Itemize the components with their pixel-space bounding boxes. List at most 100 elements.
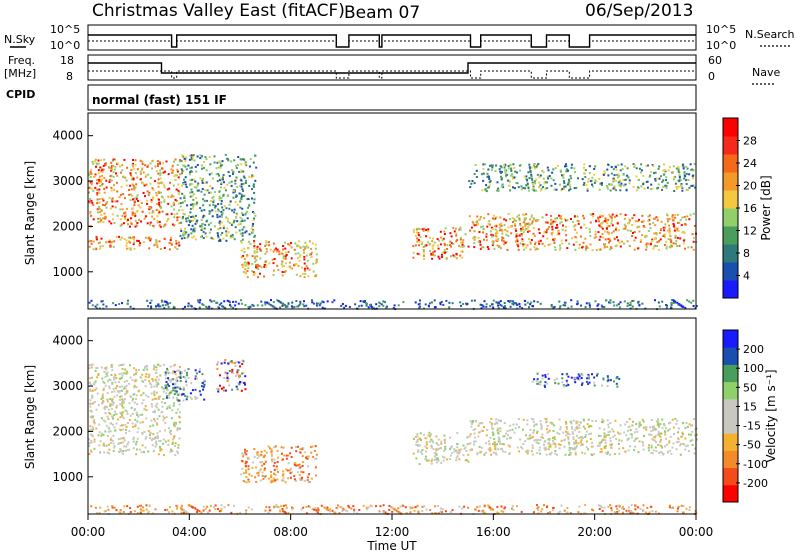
scatter-point xyxy=(93,440,96,443)
scatter-point xyxy=(202,214,205,217)
scatter-point xyxy=(120,441,123,444)
scatter-point xyxy=(139,508,142,511)
scatter-point xyxy=(136,437,139,440)
scatter-point xyxy=(485,442,488,445)
scatter-point xyxy=(478,218,480,221)
scatter-point xyxy=(423,258,426,260)
scatter-point xyxy=(583,182,586,184)
scatter-point xyxy=(319,302,322,305)
scatter-point xyxy=(570,422,573,425)
scatter-point xyxy=(159,181,162,184)
scatter-point xyxy=(497,301,500,304)
scatter-point xyxy=(544,381,547,384)
scatter-point xyxy=(413,509,416,512)
scatter-point xyxy=(631,424,634,427)
scatter-point xyxy=(208,191,211,194)
scatter-point xyxy=(543,230,546,233)
scatter-point xyxy=(88,173,91,176)
scatter-point xyxy=(525,213,528,216)
scatter-point xyxy=(145,508,148,511)
scatter-point xyxy=(180,237,183,240)
scatter-point xyxy=(627,222,629,225)
scatter-point xyxy=(484,163,487,166)
scatter-point xyxy=(172,184,175,187)
scatter-point xyxy=(158,398,161,400)
scatter-point xyxy=(516,446,519,449)
scatter-point xyxy=(166,406,169,409)
scatter-point xyxy=(643,427,646,430)
scatter-point xyxy=(431,240,434,243)
scatter-point xyxy=(617,181,620,184)
scatter-point xyxy=(155,371,158,374)
scatter-point xyxy=(299,254,302,257)
scatter-point xyxy=(212,238,215,240)
scatter-point xyxy=(462,454,465,457)
scatter-point xyxy=(459,236,462,239)
scatter-point xyxy=(91,304,94,307)
scatter-point xyxy=(483,300,486,303)
scatter-point xyxy=(185,217,187,220)
scatter-point xyxy=(672,222,675,225)
scatter-point xyxy=(103,444,106,447)
scatter-point xyxy=(645,428,648,431)
scatter-point xyxy=(580,444,583,447)
scatter-point xyxy=(546,237,549,240)
scatter-point xyxy=(525,175,528,178)
scatter-point xyxy=(360,304,363,307)
scatter-point xyxy=(194,375,197,378)
scatter-point xyxy=(150,299,153,302)
scatter-point xyxy=(299,479,302,481)
scatter-point xyxy=(196,189,199,192)
scatter-point xyxy=(496,427,499,430)
scatter-point xyxy=(227,378,230,381)
scatter-point xyxy=(448,306,451,309)
scatter-point xyxy=(137,512,139,515)
scatter-point xyxy=(265,240,268,243)
scatter-point xyxy=(565,373,568,376)
scatter-point xyxy=(458,228,461,231)
scatter-point xyxy=(140,202,143,204)
scatter-point xyxy=(131,207,134,210)
scatter-point xyxy=(470,182,473,185)
scatter-point xyxy=(463,245,466,248)
scatter-point xyxy=(149,221,152,224)
colorbar-tick-label: 8 xyxy=(743,247,750,260)
scatter-point xyxy=(116,394,119,397)
scatter-point xyxy=(577,437,580,440)
scatter-point xyxy=(159,449,162,452)
scatter-point xyxy=(313,450,316,452)
scatter-point xyxy=(475,169,478,172)
scatter-point xyxy=(679,179,682,182)
scatter-point xyxy=(415,440,418,443)
scatter-point xyxy=(510,232,513,235)
scatter-point xyxy=(218,510,221,513)
scatter-point xyxy=(501,230,504,233)
scatter-point xyxy=(200,235,202,238)
scatter-point xyxy=(424,445,427,448)
scatter-point xyxy=(566,511,569,514)
scatter-point xyxy=(224,307,227,310)
scatter-point xyxy=(166,395,168,398)
scatter-point xyxy=(600,304,603,307)
scatter-point xyxy=(136,420,139,423)
scatter-point xyxy=(133,197,136,200)
scatter-point xyxy=(188,154,191,157)
scatter-point xyxy=(109,404,112,407)
scatter-point xyxy=(293,248,296,251)
scatter-point xyxy=(284,251,287,254)
scatter-point xyxy=(587,425,590,428)
scatter-point xyxy=(141,433,144,435)
scatter-point xyxy=(540,427,543,430)
scatter-point xyxy=(583,419,585,422)
scatter-point xyxy=(650,170,653,173)
scatter-point xyxy=(88,453,91,455)
scatter-point xyxy=(568,183,571,186)
scatter-point xyxy=(566,219,569,222)
scatter-point xyxy=(493,218,496,221)
scatter-point xyxy=(688,173,691,176)
scatter-point xyxy=(162,162,164,165)
scatter-point xyxy=(103,387,106,390)
scatter-point xyxy=(240,198,243,201)
scatter-point xyxy=(211,209,214,212)
scatter-point xyxy=(611,509,613,512)
